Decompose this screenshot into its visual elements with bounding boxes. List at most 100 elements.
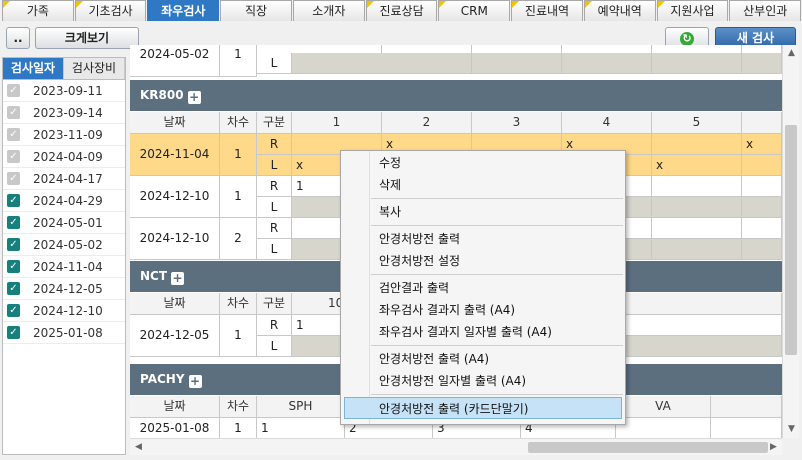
- row-num[interactable]: 1: [220, 315, 257, 357]
- menu-item[interactable]: 수정: [379, 156, 402, 170]
- vertical-scroll-thumb[interactable]: [785, 125, 797, 355]
- checkbox-icon[interactable]: ✓: [7, 106, 20, 119]
- value-cell[interactable]: 3: [433, 418, 521, 438]
- checkbox-icon[interactable]: ✓: [7, 128, 20, 141]
- menu-item[interactable]: 복사: [379, 205, 402, 219]
- row-date: 2024-05-02: [130, 45, 220, 77]
- value-cell[interactable]: x: [652, 155, 742, 176]
- date-list-item[interactable]: ✓ 2024-04-17: [3, 168, 125, 190]
- date-list-item[interactable]: ✓ 2023-09-11: [3, 80, 125, 102]
- row-date[interactable]: 2025-01-08: [130, 418, 220, 438]
- col-header-extra: [742, 112, 782, 134]
- checkbox-icon[interactable]: ✓: [7, 282, 20, 295]
- date-list-item[interactable]: ✓ 2023-09-14: [3, 102, 125, 124]
- section-title: PACHY: [140, 372, 185, 386]
- value-cell[interactable]: 2: [345, 418, 433, 438]
- value-cell[interactable]: [711, 418, 782, 438]
- menu-separator: [371, 394, 623, 395]
- exam-date: 2024-12-05: [33, 282, 103, 296]
- expand-plus-icon[interactable]: +: [188, 374, 202, 388]
- tab-0[interactable]: 가족: [2, 0, 74, 21]
- new-exam-button[interactable]: 새 검사: [715, 27, 796, 49]
- more-button[interactable]: ..: [6, 27, 30, 49]
- checkbox-icon[interactable]: ✓: [7, 84, 20, 97]
- horizontal-scroll-thumb[interactable]: [528, 442, 768, 453]
- checkbox-icon[interactable]: ✓: [7, 194, 20, 207]
- date-list-item[interactable]: ✓ 2024-04-29: [3, 190, 125, 212]
- tab-exam-date[interactable]: 검사일자: [3, 58, 64, 79]
- tab-exam-device[interactable]: 검사장비: [64, 58, 125, 79]
- value-cell[interactable]: [652, 239, 742, 260]
- row-num[interactable]: 1: [220, 176, 257, 218]
- menu-item[interactable]: 안경처방전 설정: [379, 254, 461, 268]
- menu-item[interactable]: 안경처방전 일자별 출력 (A4): [379, 374, 527, 388]
- checkbox-icon[interactable]: ✓: [7, 172, 20, 185]
- menu-item[interactable]: 삭제: [379, 178, 402, 192]
- value-cell[interactable]: [742, 218, 782, 239]
- date-list-item[interactable]: ✓ 2024-11-04: [3, 256, 125, 278]
- row-date[interactable]: 2024-12-10: [130, 176, 220, 218]
- tab-1[interactable]: 기초검사: [74, 0, 147, 21]
- value-cell[interactable]: [652, 176, 742, 197]
- value-cell[interactable]: [742, 239, 782, 260]
- expand-plus-icon[interactable]: +: [171, 271, 185, 285]
- horizontal-scrollbar[interactable]: ◀ ▶: [130, 438, 782, 455]
- menu-item[interactable]: 안경처방전 출력 (A4): [379, 352, 490, 366]
- tab-9[interactable]: 지원사업: [656, 0, 729, 21]
- date-list-item[interactable]: ✓ 2025-01-08: [3, 322, 125, 344]
- menu-item[interactable]: 좌우검사 결과지 출력 (A4): [379, 303, 516, 317]
- tab-4[interactable]: 소개자: [292, 0, 365, 21]
- date-list-item[interactable]: ✓ 2024-05-01: [3, 212, 125, 234]
- value-cell[interactable]: x: [742, 134, 782, 155]
- scroll-left-icon[interactable]: ◀: [135, 442, 142, 452]
- value-cell[interactable]: [742, 176, 782, 197]
- value-cell[interactable]: [652, 197, 742, 218]
- date-list-item[interactable]: ✓ 2023-11-09: [3, 124, 125, 146]
- checkbox-icon[interactable]: ✓: [7, 150, 20, 163]
- date-list-item[interactable]: ✓ 2024-12-10: [3, 300, 125, 322]
- tab-6[interactable]: CRM: [438, 0, 511, 21]
- checkbox-icon[interactable]: ✓: [7, 326, 20, 339]
- value-cell[interactable]: [616, 418, 711, 438]
- value-cell: -: [292, 53, 389, 74]
- tab-5[interactable]: 진료상담: [365, 0, 438, 21]
- checkbox-icon[interactable]: ✓: [7, 260, 20, 273]
- tab-8[interactable]: 예약내역: [583, 0, 656, 21]
- date-list-item[interactable]: ✓ 2024-12-05: [3, 278, 125, 300]
- row-num[interactable]: 1: [220, 418, 257, 438]
- tab-3[interactable]: 직장: [220, 0, 292, 21]
- value-cell[interactable]: [742, 197, 782, 218]
- row-num[interactable]: 2: [220, 218, 257, 260]
- menu-item[interactable]: 검안결과 출력: [379, 281, 450, 295]
- checkbox-icon[interactable]: ✓: [7, 216, 20, 229]
- value-cell[interactable]: [652, 218, 742, 239]
- date-list-item[interactable]: ✓ 2024-04-09: [3, 146, 125, 168]
- scroll-down-icon[interactable]: ▼: [788, 424, 795, 434]
- scroll-up-icon[interactable]: ▲: [788, 48, 795, 58]
- enlarge-view-button[interactable]: 크게보기: [35, 27, 139, 49]
- date-list-item[interactable]: ✓ 2024-05-02: [3, 234, 125, 256]
- exam-date: 2023-09-11: [33, 84, 103, 98]
- scroll-right-icon[interactable]: ▶: [770, 442, 777, 452]
- menu-item[interactable]: 안경처방전 출력 (카드단말기): [344, 397, 622, 419]
- value-cell[interactable]: [742, 155, 782, 176]
- menu-item[interactable]: 좌우검사 결과지 일자별 출력 (A4): [379, 325, 552, 339]
- row-date[interactable]: 2024-12-05: [130, 315, 220, 357]
- value-cell[interactable]: [652, 134, 742, 155]
- tab-7[interactable]: 진료내역: [511, 0, 583, 21]
- value-cell[interactable]: 4: [521, 418, 616, 438]
- tab-label: 지원사업: [670, 4, 715, 18]
- checkbox-icon[interactable]: ✓: [7, 238, 20, 251]
- menu-item[interactable]: 안경처방전 출력: [379, 232, 461, 246]
- row-date[interactable]: 2024-12-10: [130, 218, 220, 260]
- value-cell[interactable]: [292, 134, 382, 155]
- col-header-num: 차수: [220, 293, 257, 315]
- tab-10[interactable]: 산부인과: [729, 0, 802, 21]
- tab-2[interactable]: 좌우검사: [147, 0, 220, 21]
- row-date[interactable]: 2024-11-04: [130, 134, 220, 176]
- checkbox-icon[interactable]: ✓: [7, 304, 20, 317]
- value-cell[interactable]: 1: [257, 418, 345, 438]
- row-num[interactable]: 1: [220, 134, 257, 176]
- vertical-scrollbar[interactable]: ▲ ▼: [782, 45, 799, 438]
- expand-plus-icon[interactable]: +: [187, 90, 201, 104]
